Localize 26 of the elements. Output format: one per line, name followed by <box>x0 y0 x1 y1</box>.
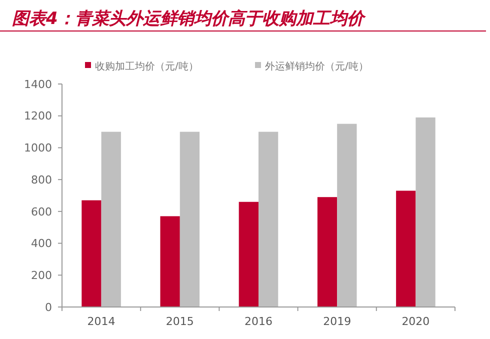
bar <box>416 117 436 307</box>
bar <box>238 202 258 307</box>
bar <box>101 132 121 307</box>
bar <box>337 124 357 307</box>
y-tick-label: 800 <box>31 173 52 186</box>
bar <box>180 132 200 307</box>
y-tick-label: 600 <box>31 205 52 218</box>
bar <box>258 132 278 307</box>
y-tick-label: 1200 <box>24 110 52 123</box>
y-tick-label: 400 <box>31 237 52 250</box>
legend-label: 收购加工均价（元/吨） <box>95 60 198 72</box>
bar <box>396 190 416 307</box>
legend-label: 外运鲜销均价（元/吨） <box>265 60 368 72</box>
y-tick-label: 200 <box>31 268 52 282</box>
x-tick-label: 2020 <box>402 315 430 328</box>
bar <box>82 200 102 307</box>
x-tick-label: 2015 <box>166 315 194 328</box>
x-tick-label: 2016 <box>244 315 272 328</box>
x-tick-label: 2019 <box>323 315 352 328</box>
y-tick-label: 0 <box>45 300 52 314</box>
y-tick-label: 1000 <box>24 142 52 155</box>
bar <box>317 197 338 307</box>
y-tick-label: 1400 <box>24 78 52 91</box>
chart-title: 图表4：青菜头外运鲜销均价高于收购加工均价 <box>12 9 367 29</box>
x-tick-label: 2014 <box>87 315 116 328</box>
bar <box>160 216 180 307</box>
